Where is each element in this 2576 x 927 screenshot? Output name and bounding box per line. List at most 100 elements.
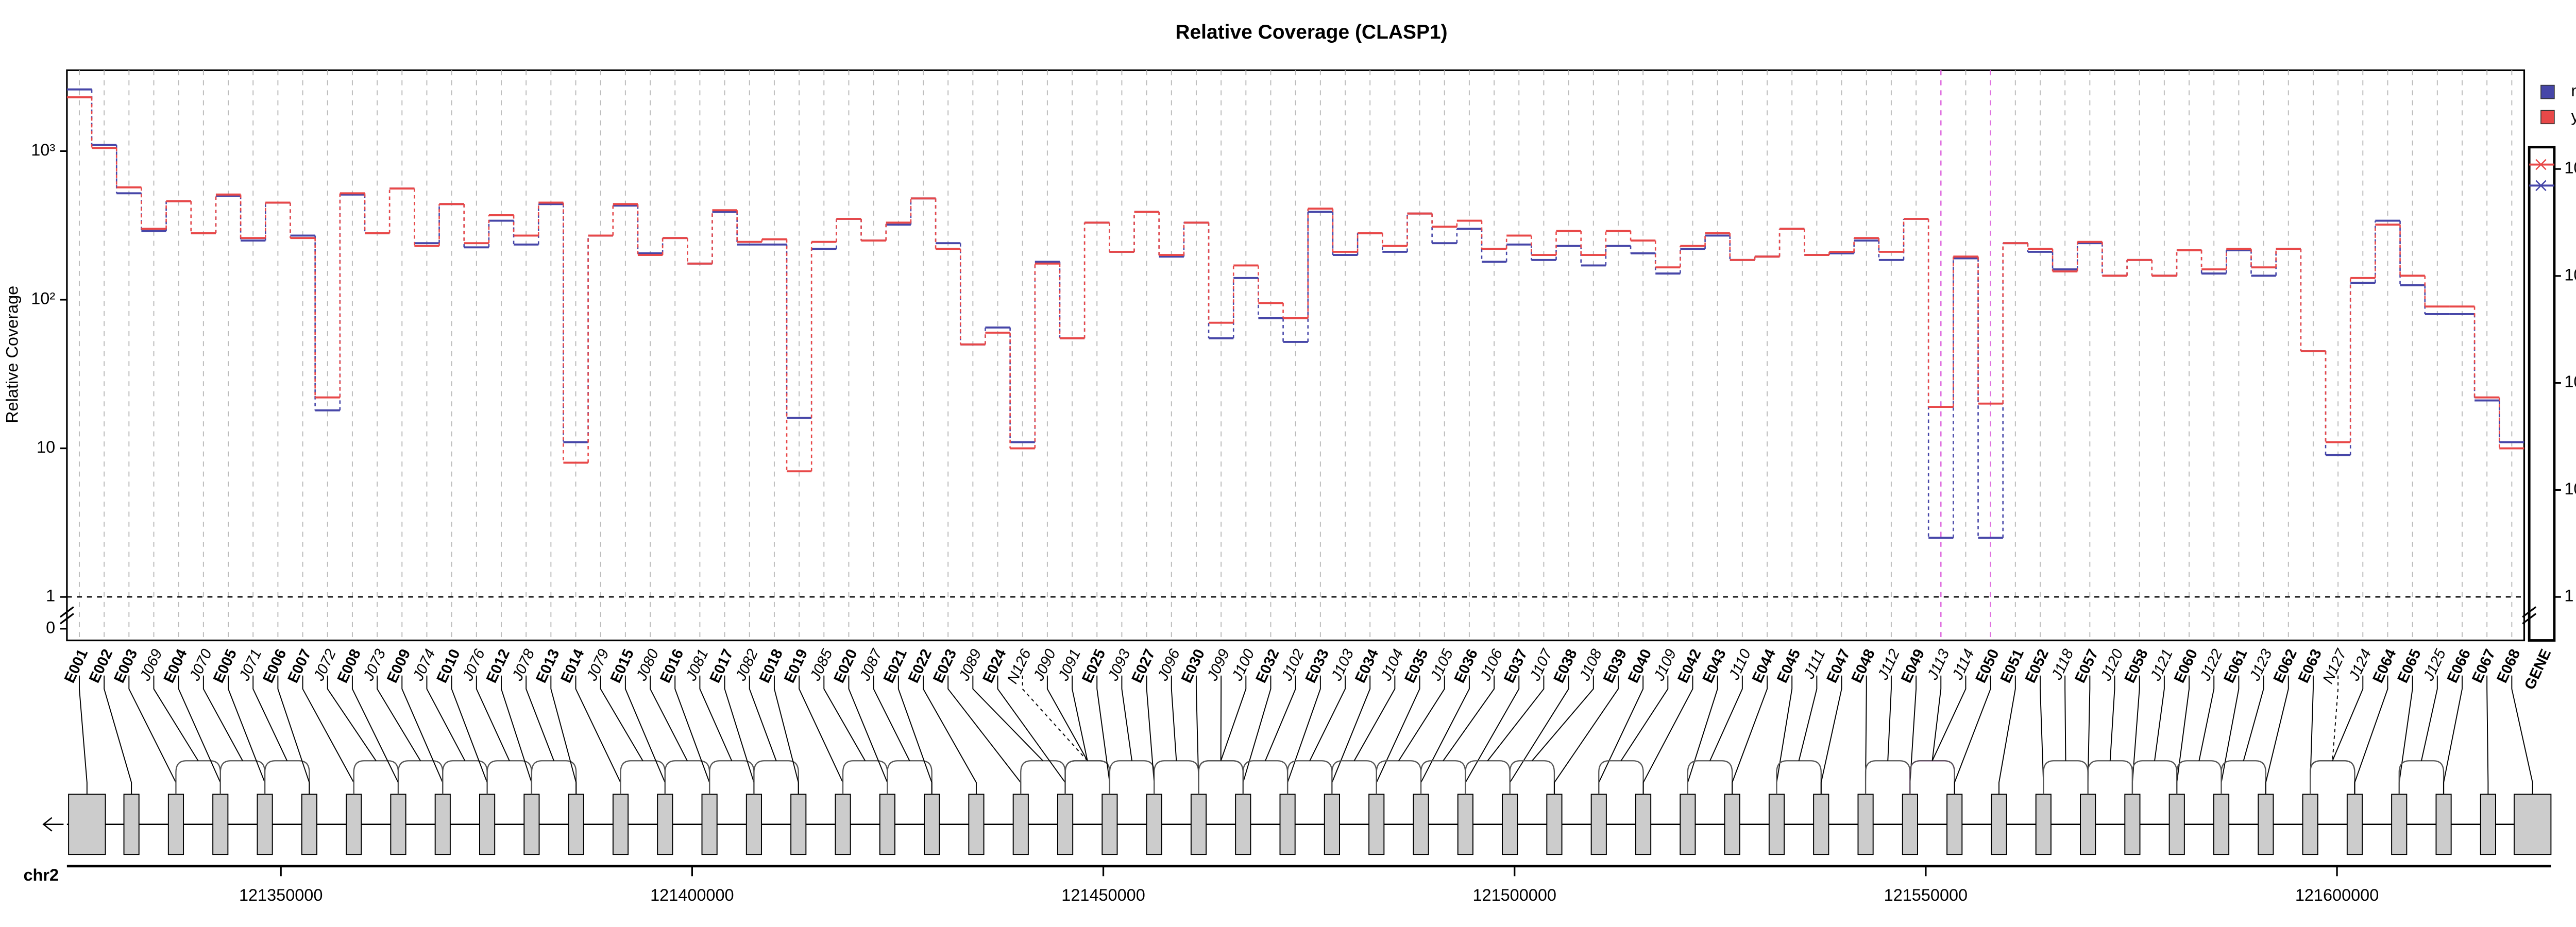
y-tick-label: 10 (37, 438, 55, 456)
exon (1680, 794, 1696, 855)
exon (301, 794, 317, 855)
x-tick-label: E034 (1352, 646, 1382, 685)
junction-arc (397, 760, 444, 795)
gene-frame (2528, 146, 2556, 642)
feature-connector (947, 675, 1022, 795)
feature-connector (1265, 675, 1296, 761)
feature-connector (302, 675, 354, 795)
exon (2035, 794, 2052, 855)
x-tick-label: GENE (2521, 647, 2554, 693)
junction-arc (1865, 760, 1911, 795)
x-tick-label: E035 (1402, 647, 1432, 685)
x-tick-label: E019 (781, 647, 811, 685)
exon (1368, 794, 1385, 855)
x-tick-label: E058 (2122, 647, 2151, 685)
x-tick-label: J113 (1924, 647, 1953, 683)
feature-connector (1242, 675, 1272, 795)
x-tick-label: E013 (533, 647, 563, 685)
x-tick-label: E066 (2444, 647, 2474, 685)
y2-tick-label: 10³ (2564, 265, 2576, 284)
junction-arc (2176, 760, 2222, 795)
exon (745, 794, 762, 855)
exon (1946, 794, 1963, 855)
feature-connector (773, 675, 799, 795)
feature-connector (1998, 675, 2016, 795)
feature-connector (1443, 675, 1495, 761)
feature-connector (451, 675, 488, 795)
x-tick-label: 121450000 (1061, 886, 1145, 904)
junction-arc (353, 760, 399, 795)
feature-connector (1620, 675, 1669, 761)
junction-arc (620, 760, 666, 795)
feature-connector (153, 675, 199, 761)
x-tick-label: E018 (756, 647, 786, 685)
exon (790, 794, 807, 855)
feature-connector (674, 675, 710, 795)
feature-connector (1487, 675, 1545, 761)
feature-connector (2511, 675, 2533, 795)
feature-connector (178, 675, 221, 795)
feature-connector (1598, 675, 1644, 795)
feature-connector (1171, 675, 1177, 761)
exon (1146, 794, 1162, 855)
x-tick-label: E043 (1700, 647, 1730, 685)
gene-marker (2535, 159, 2547, 170)
x-tick-label: E045 (1774, 647, 1804, 685)
feature-connector (2354, 675, 2388, 795)
junction-arc (1154, 760, 1199, 795)
x-tick-label: E030 (1178, 647, 1208, 685)
x-tick-label: E007 (285, 647, 315, 685)
feature-connector (699, 675, 733, 761)
junction-arc (2043, 760, 2089, 795)
exon (1724, 794, 1740, 855)
feature-connector (1709, 675, 1743, 761)
x-tick-label: E015 (607, 647, 637, 685)
feature-connector (1509, 675, 1569, 795)
exon (924, 794, 940, 855)
junction-arc (1286, 760, 1333, 795)
feature-connector (1353, 675, 1396, 761)
exon (2258, 794, 2274, 855)
x-tick-label: E001 (61, 647, 91, 685)
feature-connector (377, 675, 421, 761)
chromosome-label: chr2 (23, 866, 59, 884)
x-tick-label: E016 (657, 647, 687, 685)
feature-connector (104, 675, 132, 795)
feature-connector (1121, 675, 1132, 761)
exon (68, 794, 106, 855)
x-tick-label: E064 (2370, 646, 2400, 685)
x-tick-label: E021 (880, 647, 910, 685)
feature-connector (1398, 675, 1445, 761)
x-tick-label: E047 (1824, 647, 1854, 685)
feature-connector (526, 675, 554, 761)
x-tick-label: E049 (1898, 647, 1928, 685)
x-tick-label: E037 (1501, 647, 1531, 685)
feature-connector (1687, 675, 1718, 795)
legend-label: yes (2571, 107, 2576, 125)
feature-connector (823, 675, 866, 761)
feature-connector (1532, 675, 1594, 761)
feature-connector (1954, 675, 1991, 795)
x-tick-label: E038 (1551, 647, 1581, 685)
feature-connector (1309, 675, 1346, 761)
feature-connector (1820, 675, 1842, 795)
feature-connector (2443, 675, 2463, 795)
junction-arc (1909, 760, 1955, 795)
exon (390, 794, 406, 855)
junction-arc (2087, 760, 2133, 795)
x-tick-label: E003 (111, 647, 141, 685)
junction-arc (1687, 760, 1733, 795)
x-tick-label: E040 (1625, 647, 1655, 685)
y-tick-label: 1 (46, 587, 55, 605)
chart-title: Relative Coverage (CLASP1) (1175, 21, 1447, 43)
x-tick-label: 121500000 (1472, 886, 1556, 904)
exon (1324, 794, 1340, 855)
legend-label: no (2571, 81, 2576, 100)
feature-connector (2265, 675, 2289, 795)
junction-arc (1064, 760, 1111, 795)
feature-connector (1376, 675, 1420, 795)
exon (1635, 794, 1652, 855)
x-tick-label: E017 (707, 647, 737, 685)
strand-arrow (42, 817, 64, 832)
